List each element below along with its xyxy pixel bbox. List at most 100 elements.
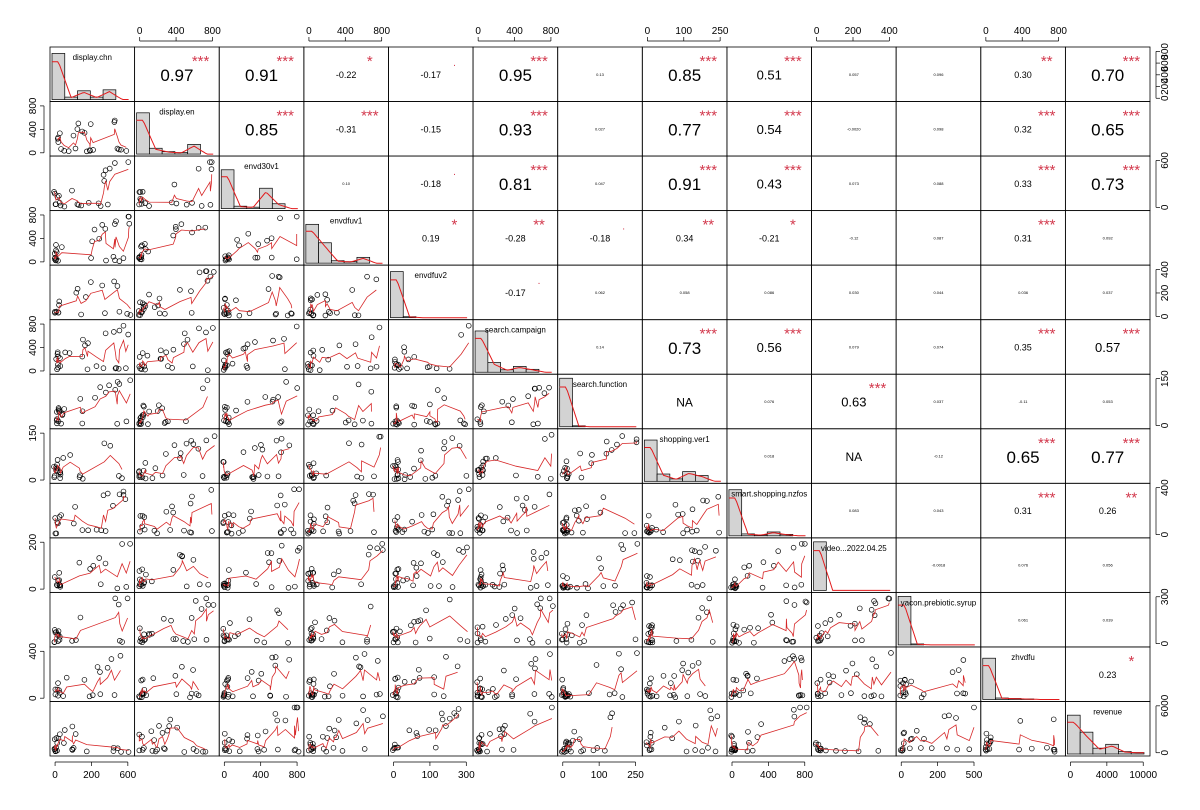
scatter-point — [221, 693, 227, 699]
scatter-point — [305, 421, 311, 428]
scatter-point — [513, 495, 520, 502]
smoother-line — [646, 724, 718, 749]
scatter-point — [285, 585, 292, 591]
scatter-point — [692, 722, 699, 729]
right-tick-label: 400 — [1160, 479, 1171, 496]
correlation-value: 0.061 — [1018, 617, 1029, 622]
histogram-bar — [1067, 714, 1081, 755]
scatter-point — [295, 748, 302, 755]
scatter-point — [830, 673, 837, 680]
scatter-point — [730, 621, 737, 628]
scatter-point — [70, 132, 77, 139]
scatter-point — [142, 200, 148, 206]
histogram-bar — [728, 489, 743, 537]
scatter-point — [124, 311, 130, 317]
scatter-point — [208, 159, 215, 165]
scatter-point — [431, 550, 437, 556]
scatter-point — [205, 367, 211, 373]
scatter-point — [741, 626, 747, 633]
scatter-point — [111, 329, 117, 335]
scatter-point — [527, 636, 533, 642]
scatter-point — [57, 130, 63, 136]
scatter-point — [458, 332, 464, 338]
scatter-point — [668, 680, 674, 686]
scatter-point — [200, 748, 206, 755]
bottom-tick-label: 100 — [422, 770, 439, 781]
scatter-point — [311, 583, 317, 589]
scatter-point — [170, 232, 176, 239]
scatter-point — [475, 467, 482, 473]
scatter-point — [502, 722, 508, 729]
scatter-point — [275, 473, 282, 479]
scatter-point — [51, 474, 58, 481]
scatter-point — [987, 734, 994, 741]
significance-stars: *** — [1038, 326, 1056, 343]
right-tick-label: 0 — [1160, 95, 1171, 101]
correlation-value: 0.26 — [1099, 506, 1117, 516]
smoother-line — [307, 345, 380, 369]
scatter-point — [163, 349, 169, 356]
correlation-value: 0.053 — [1103, 399, 1114, 404]
correlation-value: 0.85 — [668, 66, 701, 85]
scatter-point — [953, 715, 959, 721]
scatter-point — [474, 747, 480, 754]
scatter-point — [230, 512, 237, 518]
scatter-point — [479, 527, 486, 534]
scatter-point — [802, 541, 808, 547]
scatter-point — [179, 553, 185, 559]
scatter-point — [137, 189, 144, 195]
smoother-line — [393, 554, 468, 588]
scatter-point — [163, 508, 170, 515]
scatter-point — [529, 640, 536, 646]
scatter-point — [536, 385, 542, 391]
scatter-point — [162, 419, 169, 425]
scatter-point — [198, 606, 205, 612]
scatter-point — [669, 556, 676, 562]
scatter-point — [836, 612, 842, 618]
scatter-point — [646, 623, 652, 629]
scatter-point — [360, 417, 366, 424]
scatter-point — [492, 694, 498, 700]
correlation-value: 0.19 — [422, 233, 440, 243]
left-tick-label: 0 — [28, 368, 39, 374]
scatter-point — [375, 658, 381, 664]
scatter-point — [211, 433, 218, 439]
smoother-line — [561, 727, 613, 753]
top-tick-label: 800 — [204, 26, 221, 37]
scatter-point — [57, 475, 63, 481]
scatter-point — [857, 714, 864, 720]
scatter-point — [265, 286, 272, 292]
smoother-line — [393, 404, 466, 425]
bottom-tick-label: 4000 — [1096, 770, 1119, 781]
bottom-tick-label: 0 — [1068, 770, 1074, 781]
scatter-point — [671, 692, 677, 698]
scatter-point — [207, 202, 214, 208]
scatter-point — [234, 237, 240, 243]
scatter-point — [114, 379, 121, 385]
scatter-point — [401, 476, 408, 483]
scatter-point — [156, 402, 162, 408]
scatter-point — [236, 242, 242, 249]
left-tick-label: 800 — [28, 315, 39, 332]
left-tick-label: 150 — [28, 424, 39, 441]
scatter-point — [226, 567, 232, 573]
histogram-bar — [982, 657, 996, 700]
significance-stars: * — [1128, 653, 1134, 670]
histogram-bar — [77, 90, 91, 100]
scatter-point — [54, 366, 60, 373]
scatter-point — [222, 407, 228, 413]
scatter-point — [145, 248, 151, 255]
scatter-point — [310, 580, 316, 586]
scatter-point — [393, 694, 400, 700]
correlation-value: 0.65 — [1091, 121, 1124, 140]
scatter-point — [389, 692, 396, 698]
scatter-point — [645, 512, 652, 519]
scatter-point — [411, 421, 417, 428]
scatter-point — [497, 504, 503, 510]
scatter-point — [546, 384, 552, 391]
scatter-point — [52, 736, 58, 742]
scatter-point — [65, 148, 72, 154]
histogram-bar — [220, 169, 235, 209]
scatter-point — [278, 542, 285, 549]
scatter-point — [105, 490, 111, 497]
